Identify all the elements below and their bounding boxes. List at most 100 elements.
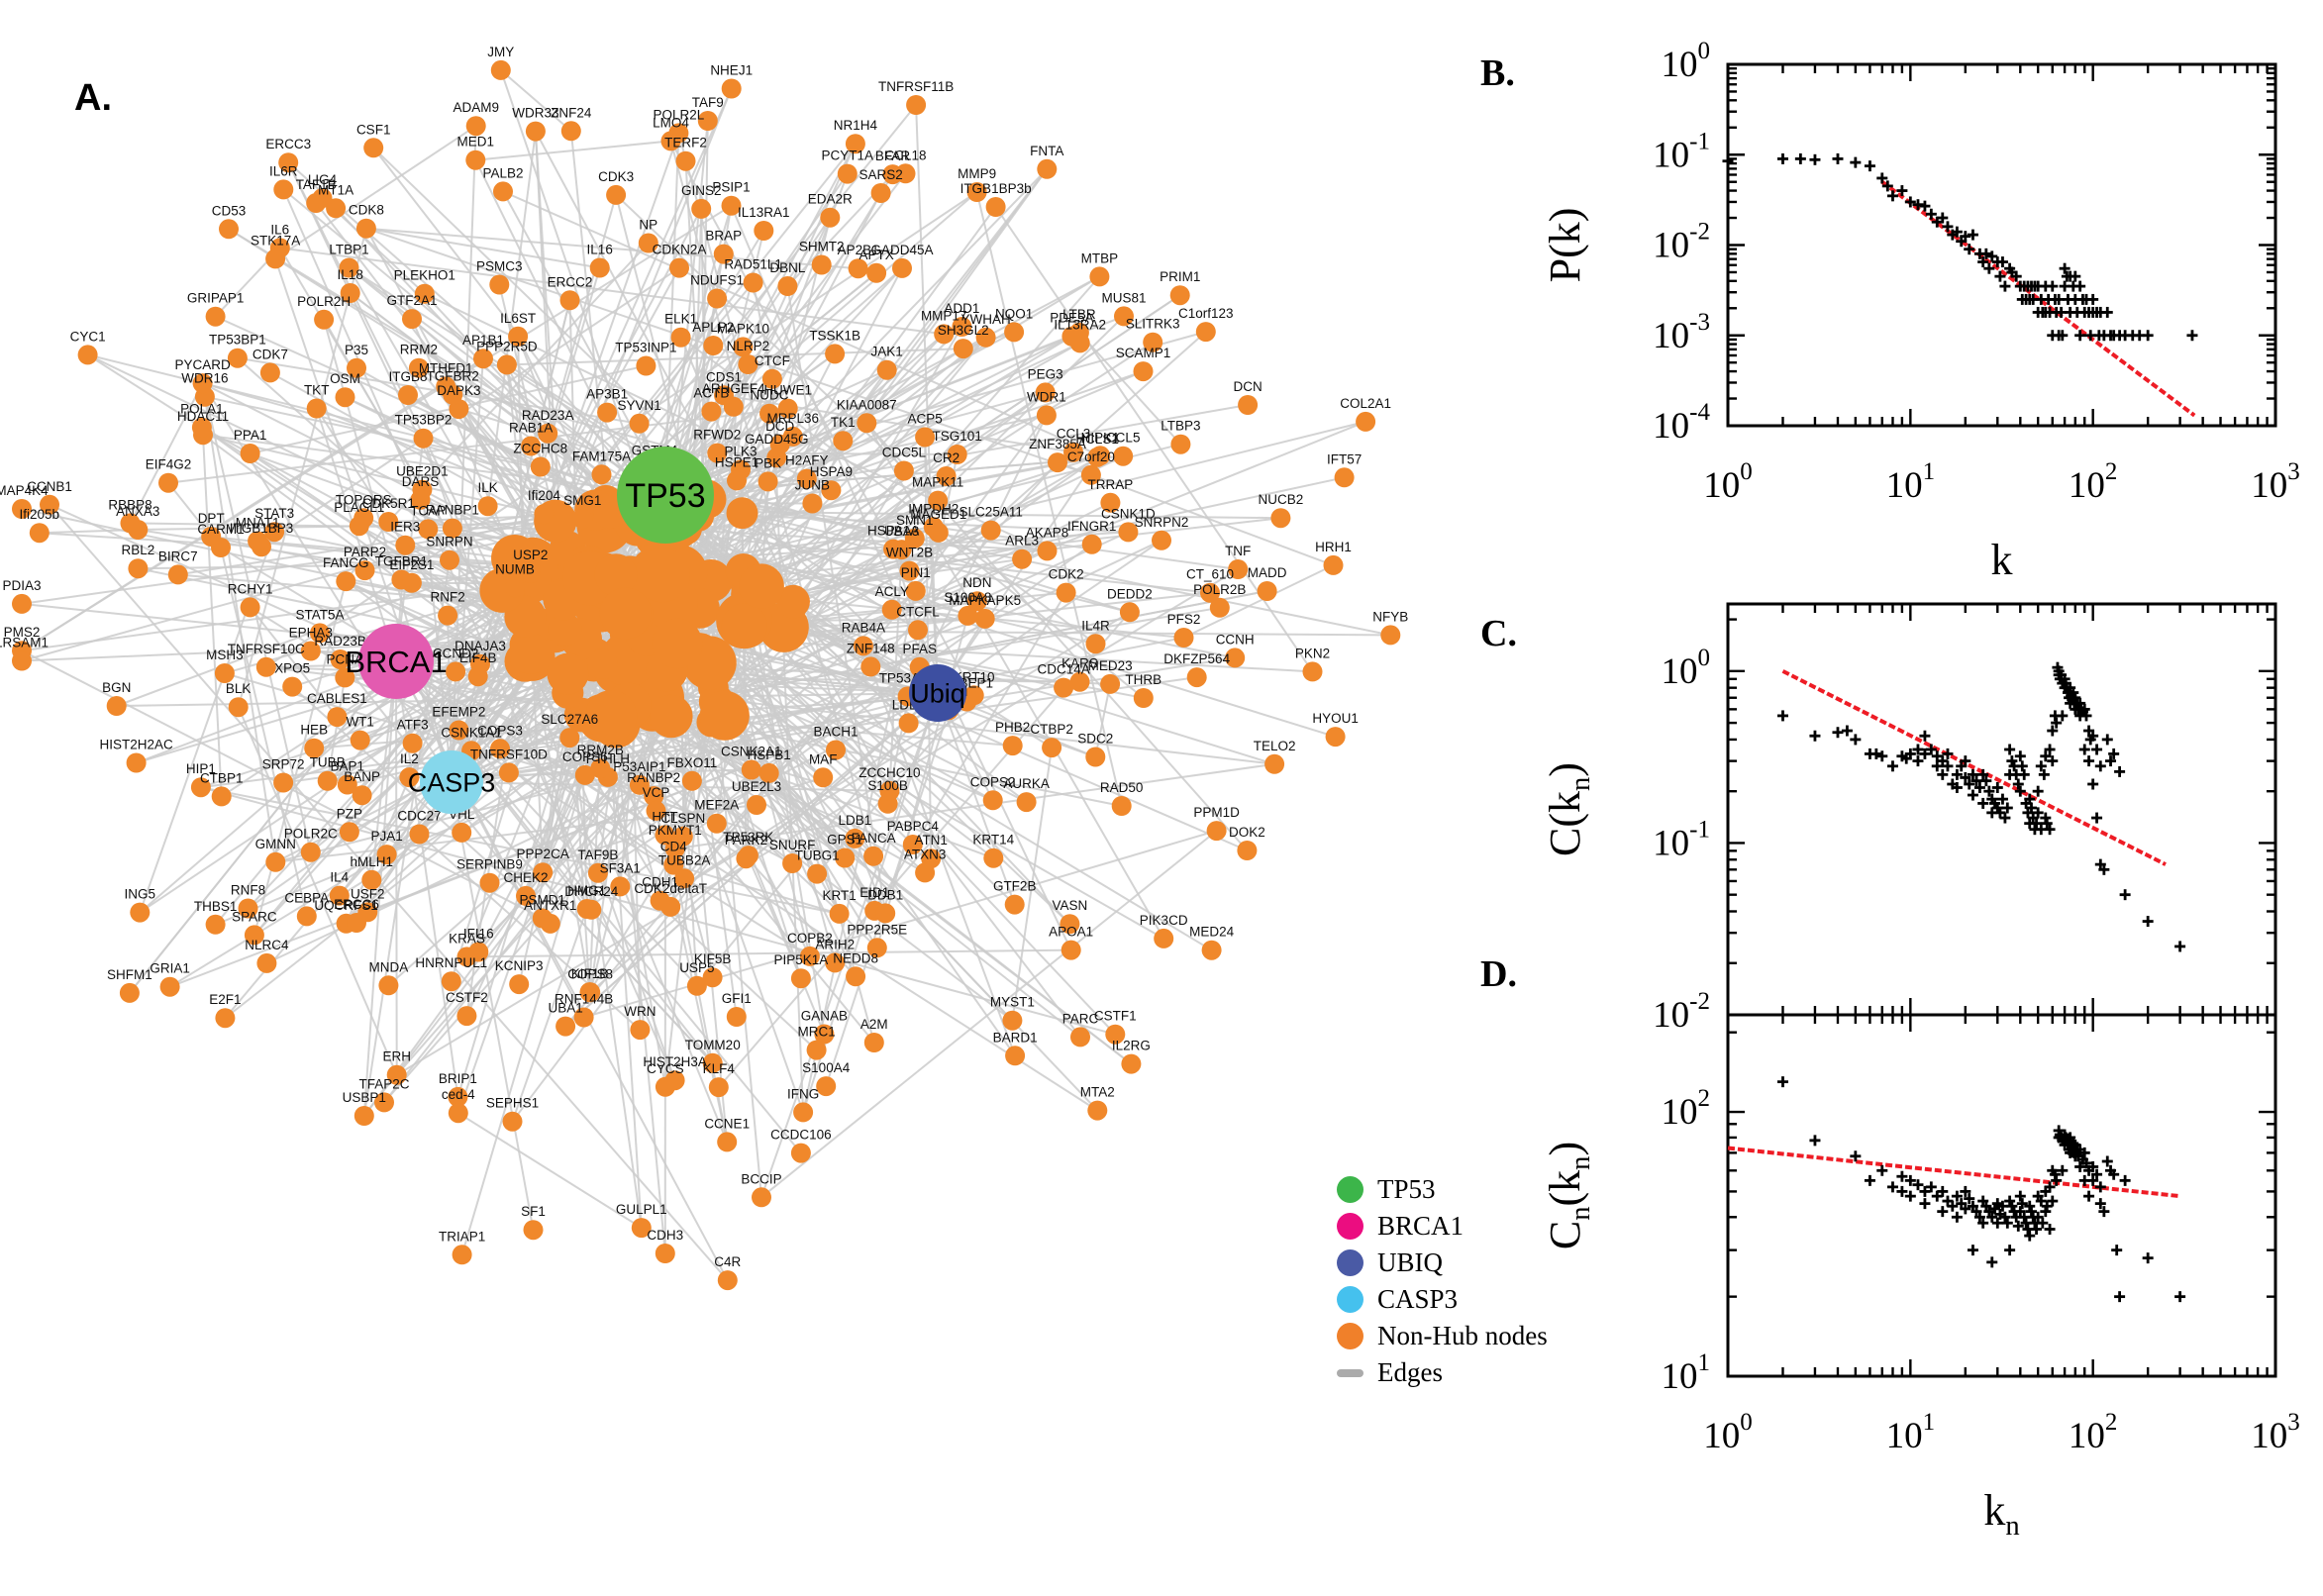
gene-label: TNF — [1225, 544, 1251, 558]
network-node — [936, 466, 957, 486]
network-edge — [129, 660, 397, 994]
gene-label: TFAP2C — [358, 1076, 409, 1091]
network-edge — [202, 435, 223, 797]
network-edge — [418, 833, 642, 1031]
gene-label: RFWD2 — [693, 428, 741, 443]
gene-label: JUNB — [795, 478, 830, 493]
network-edge — [383, 715, 726, 1104]
gene-label: CCNB1 — [27, 479, 72, 494]
gene-label: IL13RA1 — [738, 205, 790, 220]
network-node — [548, 612, 582, 647]
network-edge — [760, 830, 1218, 1199]
network-node — [766, 448, 787, 468]
network-edge — [564, 665, 872, 1028]
gene-label: ATXN3 — [904, 847, 947, 861]
network-node — [813, 767, 834, 788]
network-node — [248, 531, 268, 551]
gene-label: POLR2L — [654, 107, 705, 122]
gene-label: PSMD1 — [520, 893, 566, 908]
network-node — [655, 825, 675, 846]
network-node — [799, 946, 820, 966]
network-node — [440, 549, 459, 570]
network-node — [490, 739, 510, 759]
network-node — [106, 696, 127, 716]
network-edge — [138, 561, 534, 570]
network-node — [883, 539, 904, 559]
network-node — [980, 520, 1001, 541]
gene-label: CSNK2A1 — [721, 745, 782, 759]
network-edge — [937, 692, 1016, 905]
gene-label: SH3GL2 — [938, 323, 989, 338]
gene-label: TELO2 — [1254, 739, 1296, 753]
network-node — [547, 652, 589, 695]
gene-label: TRIAP1 — [439, 1229, 485, 1244]
tick-label: 100 — [1662, 38, 1711, 85]
gene-label: SF1 — [521, 1204, 546, 1219]
network-node — [664, 839, 685, 859]
network-node — [669, 257, 689, 278]
network-edge — [1094, 683, 1112, 757]
gene-label: TAF9B — [577, 848, 618, 862]
gene-label: ERCC6 — [334, 897, 379, 912]
gene-label: DBNL — [769, 260, 806, 275]
network-node — [776, 584, 810, 619]
network-node — [264, 522, 285, 543]
network-node — [335, 667, 355, 688]
network-node — [892, 257, 912, 278]
network-edge — [1057, 461, 1334, 566]
network-edge — [169, 833, 421, 988]
gene-label: HSPB1 — [748, 748, 791, 762]
network-edge — [138, 529, 516, 589]
network-edge — [752, 282, 773, 379]
network-node — [414, 283, 435, 304]
gene-label: MED23 — [1088, 658, 1133, 673]
gene-label: PBK — [755, 455, 781, 470]
network-node — [402, 733, 423, 753]
network-node — [846, 966, 866, 987]
gene-label: CYCS — [647, 1061, 684, 1076]
gene-label: TRRAP — [1088, 477, 1134, 492]
network-node — [312, 188, 333, 209]
network-node — [1085, 747, 1106, 767]
gene-label: PEG3 — [1028, 366, 1063, 381]
network-node — [211, 786, 232, 807]
network-node — [1105, 1024, 1126, 1045]
network-node — [629, 774, 650, 795]
legend-label: Edges — [1377, 1357, 1443, 1387]
network-node — [1070, 1027, 1090, 1047]
network-node — [378, 512, 399, 532]
gene-label: MTHFD1 — [419, 360, 473, 375]
network-node — [826, 740, 846, 760]
network-node — [594, 553, 638, 597]
network-node — [635, 547, 690, 603]
network-node — [739, 563, 784, 609]
gene-label: GULPL1 — [616, 1202, 667, 1217]
gene-label: HIP1 — [186, 761, 216, 776]
gene-label: HIST2H2AC — [99, 738, 173, 752]
network-node — [560, 121, 581, 142]
gene-label: PPP2R5E — [847, 922, 907, 937]
network-edge — [348, 266, 603, 476]
network-node — [376, 845, 397, 865]
gene-label: AP3B1 — [586, 387, 628, 402]
network-node — [523, 1220, 544, 1241]
gene-label: GANAB — [801, 1009, 848, 1024]
network-node — [1100, 492, 1121, 513]
network-node — [327, 707, 348, 728]
network-node — [1037, 541, 1058, 561]
gene-label: C4R — [714, 1254, 741, 1269]
tick-label: 10-2 — [1653, 219, 1710, 266]
network-node — [833, 431, 854, 451]
network-node — [349, 516, 369, 537]
gene-label: FBXO11 — [667, 755, 718, 770]
network-node — [530, 456, 551, 477]
gene-label: S100B — [867, 778, 908, 793]
gene-label: PLAGL1 — [334, 500, 384, 515]
network-edge — [220, 547, 308, 917]
gene-label: HUWE1 — [763, 383, 812, 398]
gene-label: MYST1 — [990, 995, 1035, 1010]
axis-label: P(k) — [1541, 208, 1589, 283]
gene-label: DCN — [1233, 379, 1262, 394]
gene-label: UBE2D1 — [396, 464, 449, 479]
